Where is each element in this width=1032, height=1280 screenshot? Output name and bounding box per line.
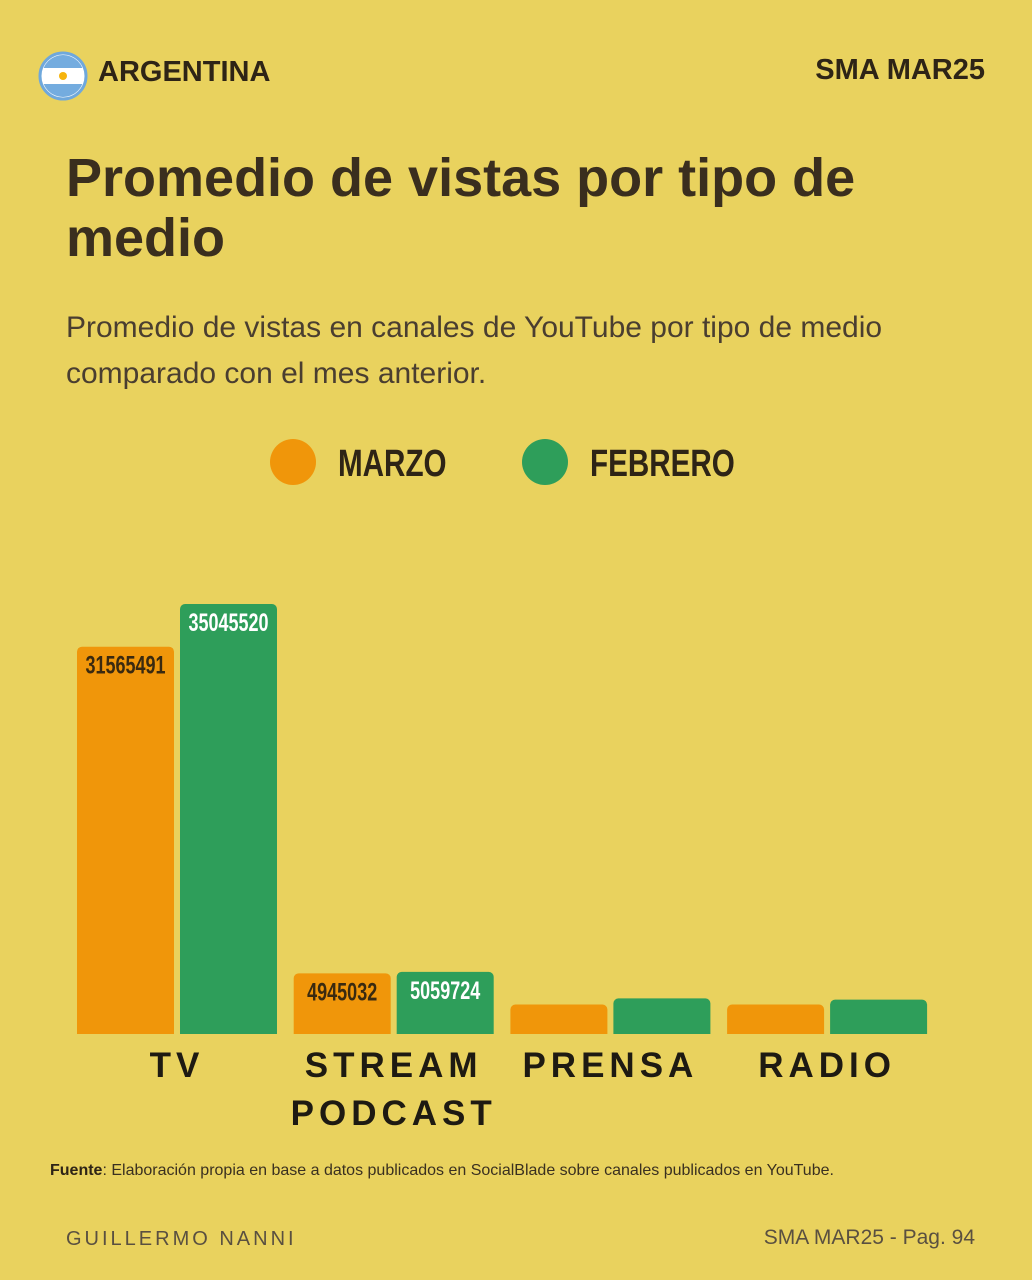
x-tick-label: STREAM PODCAST [290, 1046, 497, 1133]
bar [727, 1004, 825, 1040]
x-tick-label: TV [149, 1046, 205, 1085]
value-label: 31565491 [85, 651, 165, 680]
x-tick-label: PRENSA [522, 1046, 699, 1085]
value-label: 35045520 [188, 608, 268, 637]
country: ARGENTINA [98, 56, 271, 88]
legend-label: MARZO [338, 443, 447, 485]
chart-subtitle: Promedio de vistas en canales de YouTube… [66, 311, 883, 390]
legend-swatch [522, 439, 568, 485]
flag [38, 51, 88, 101]
x-tick-label: RADIO [758, 1046, 896, 1085]
bar [293, 973, 391, 1040]
bar [510, 1004, 608, 1040]
source-text: : Elaboración propia en base a datos pub… [102, 1162, 834, 1179]
chart-title: Promedio de vistas por tipo de medio [66, 148, 856, 268]
legend-swatch [270, 439, 316, 485]
value-label: 5059724 [410, 976, 480, 1005]
value-label: 4945032 [307, 977, 377, 1006]
edition: SMA MAR25 [815, 54, 985, 86]
bar [77, 646, 174, 1040]
baseline-cover [0, 1034, 1032, 1042]
source-label: Fuente [50, 1162, 103, 1179]
legend-label: FEBRERO [590, 443, 735, 485]
bar [830, 999, 928, 1040]
author: GUILLERMO NANNI [66, 1228, 297, 1250]
source: Fuente: Elaboración propia en base a dat… [50, 1162, 834, 1180]
bar [613, 998, 711, 1040]
bar [396, 971, 494, 1040]
page-number: SMA MAR25 - Pag. 94 [763, 1226, 975, 1249]
bar [180, 604, 277, 1040]
